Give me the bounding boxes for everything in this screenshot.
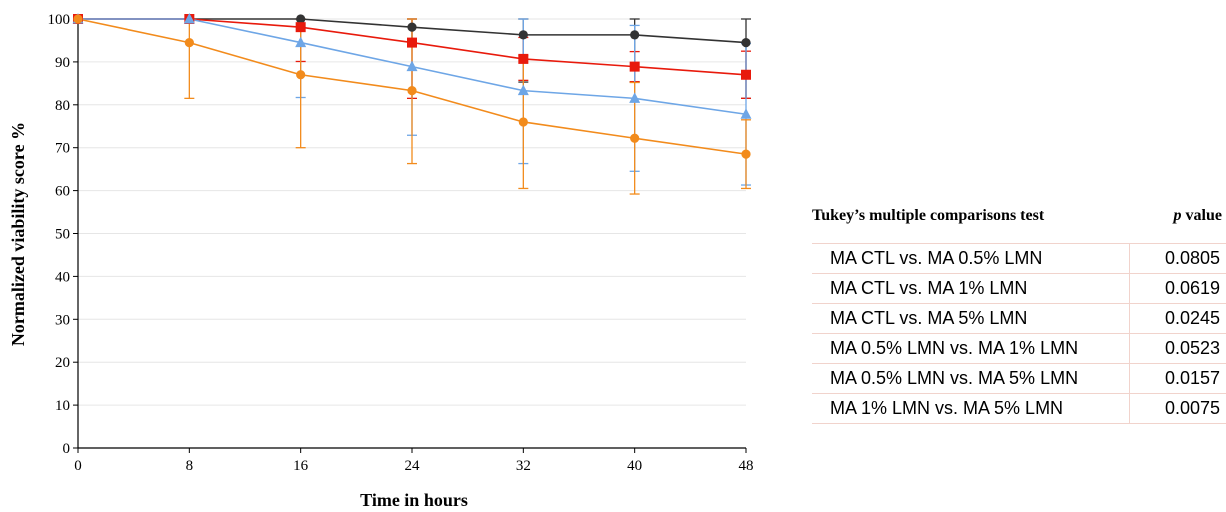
p-value-cell: 0.0075 — [1129, 393, 1226, 424]
y-axis-title: Normalized viability score % — [8, 122, 28, 346]
x-tick-label: 8 — [186, 458, 194, 474]
data-points — [72, 13, 752, 159]
p-value-cell: 0.0245 — [1129, 303, 1226, 334]
x-tick-label: 48 — [739, 458, 754, 474]
y-tick-label: 20 — [55, 355, 70, 371]
test-header: Tukey’s multiple comparisons test — [812, 207, 1045, 224]
table-row: MA 0.5% LMN vs. MA 1% LMN 0.0523 — [812, 333, 1226, 364]
data-point — [630, 30, 640, 40]
x-tick-label: 40 — [627, 458, 642, 474]
y-tick-label: 0 — [63, 441, 71, 457]
comparison-cell: MA 1% LMN vs. MA 5% LMN — [812, 393, 1130, 424]
data-point — [741, 69, 751, 80]
p-value-cell: 0.0619 — [1129, 273, 1226, 304]
data-point — [518, 53, 529, 64]
table-row: MA CTL vs. MA 0.5% LMN 0.0805 — [812, 243, 1226, 274]
y-tick-label: 10 — [55, 398, 70, 414]
x-tick-label: 24 — [405, 458, 421, 474]
y-tick-label: 50 — [55, 227, 70, 243]
table-header: Tukey’s multiple comparisons test p valu… — [812, 203, 1226, 229]
x-tick-label: 16 — [293, 458, 309, 474]
data-point — [517, 84, 529, 96]
comparisons-table: MA CTL vs. MA 0.5% LMN 0.0805 MA CTL vs. M… — [812, 243, 1226, 424]
data-point — [518, 117, 528, 127]
data-point — [518, 30, 528, 40]
data-point — [407, 22, 417, 32]
comparisons-body: MA CTL vs. MA 0.5% LMN 0.0805 MA CTL vs. M… — [812, 243, 1226, 424]
data-point — [630, 133, 640, 143]
data-point — [296, 14, 306, 24]
data-point — [295, 36, 307, 48]
viability-line-chart: 0 10 20 30 40 50 60 70 80 90 100 0 8 16 24 32 40 48 Time … — [8, 12, 754, 510]
tukey-comparisons-table: Tukey’s multiple comparisons test p valu… — [812, 203, 1226, 424]
x-tick-label: 0 — [74, 458, 82, 474]
data-point — [296, 70, 306, 80]
comparison-cell: MA CTL vs. MA 0.5% LMN — [812, 243, 1130, 274]
data-point — [183, 13, 195, 24]
x-tick-label: 32 — [516, 458, 531, 474]
data-point — [741, 37, 751, 48]
y-tick-label: 100 — [48, 12, 71, 28]
data-point — [407, 86, 417, 96]
p-value-cell: 0.0805 — [1129, 243, 1226, 274]
p-value-header: p value — [1174, 207, 1222, 225]
data-point — [629, 61, 640, 72]
x-axis-title: Time in hours — [360, 490, 468, 510]
comparison-cell: MA CTL vs. MA 1% LMN — [812, 273, 1130, 304]
data-point — [184, 37, 194, 48]
p-value-word: value — [1181, 207, 1222, 224]
y-tick-label: 70 — [55, 141, 70, 157]
axes — [73, 18, 747, 453]
data-point — [407, 37, 417, 48]
y-tick-label: 90 — [55, 55, 70, 71]
comparison-cell: MA CTL vs. MA 5% LMN — [812, 303, 1130, 334]
data-point — [406, 60, 418, 72]
p-value-cell: 0.0523 — [1129, 333, 1226, 364]
data-point — [629, 92, 641, 103]
data-point — [295, 22, 306, 33]
y-tick-label: 40 — [55, 269, 70, 285]
table-row: MA CTL vs. MA 1% LMN 0.0619 — [812, 273, 1226, 304]
y-tick-label: 60 — [55, 184, 70, 200]
table-row: MA CTL vs. MA 5% LMN 0.0245 — [812, 303, 1226, 334]
data-point — [73, 14, 83, 24]
table-row: MA 0.5% LMN vs. MA 5% LMN 0.0157 — [812, 363, 1226, 394]
y-tick-label: 30 — [55, 312, 70, 328]
data-point — [740, 108, 752, 119]
tick-labels: 0 10 20 30 40 50 60 70 80 90 100 0 8 16 24 32 40 48 — [48, 12, 754, 474]
y-tick-label: 80 — [55, 98, 70, 114]
comparison-cell: MA 0.5% LMN vs. MA 5% LMN — [812, 363, 1130, 394]
comparison-cell: MA 0.5% LMN vs. MA 1% LMN — [812, 333, 1130, 364]
p-value-cell: 0.0157 — [1129, 363, 1226, 394]
table-row: MA 1% LMN vs. MA 5% LMN 0.0075 — [812, 393, 1226, 424]
p-symbol: p — [1173, 207, 1182, 224]
data-point — [741, 149, 751, 159]
